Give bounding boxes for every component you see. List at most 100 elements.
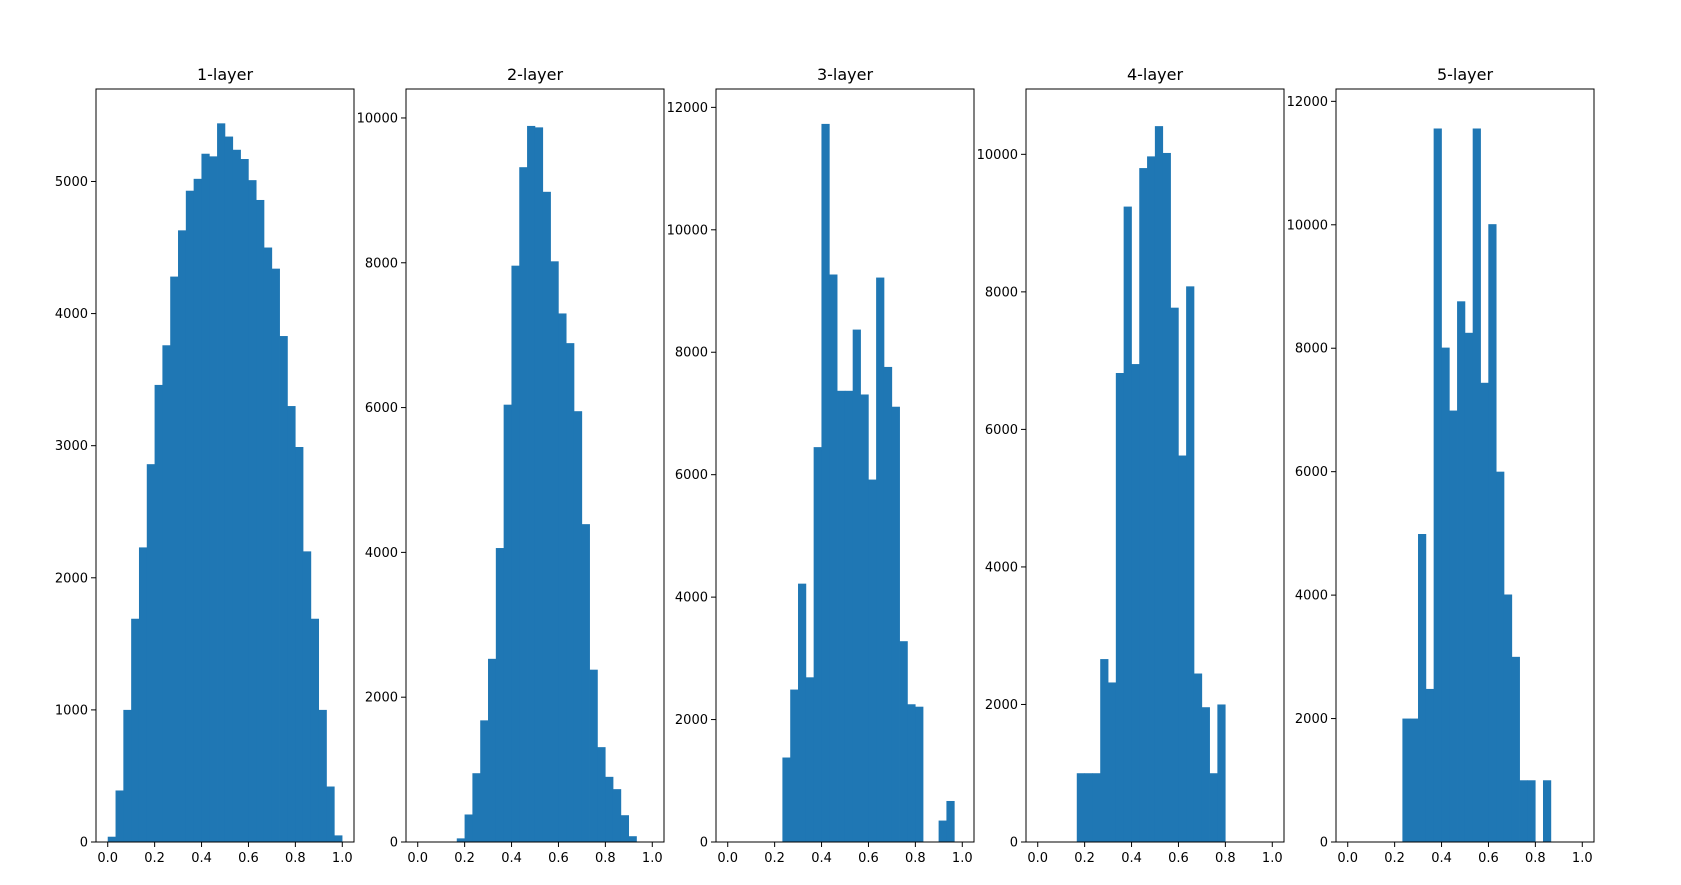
subplot-grid: 0.0 0.2 0.4 0.6 0.8 1.0 0 1000 2000 3000 4000 5000 1… <box>55 65 1595 866</box>
y-tick-label: 4000 <box>55 307 88 322</box>
histogram-bar <box>1162 152 1171 842</box>
axes-frame <box>715 88 975 843</box>
x-tick-label: 0.6 <box>1168 851 1189 866</box>
histogram-bar <box>1092 773 1101 842</box>
histogram-bar <box>1402 718 1411 842</box>
y-tick-label: 4000 <box>985 560 1018 575</box>
y-axis-ticks: 0 1000 2000 3000 4000 5000 <box>55 175 96 851</box>
histogram-bar <box>558 313 567 842</box>
histogram-bar <box>310 618 320 842</box>
histogram-bars <box>107 123 343 843</box>
histogram-bar <box>146 464 155 842</box>
histogram-bar <box>1147 156 1156 842</box>
x-axis-ticks: 0.0 0.2 0.4 0.6 0.8 1.0 <box>717 842 973 866</box>
x-tick-label: 0.0 <box>1337 851 1358 866</box>
y-tick-label: 8000 <box>1295 342 1328 357</box>
axes-frame <box>405 88 665 843</box>
histogram-bar <box>123 709 132 842</box>
axes-frame <box>1025 88 1285 843</box>
histogram-bar <box>1209 773 1218 842</box>
x-axis-ticks: 0.0 0.2 0.4 0.6 0.8 1.0 <box>97 842 353 866</box>
y-tick-label: 2000 <box>1295 712 1328 727</box>
y-tick-label: 10000 <box>667 223 708 238</box>
y-tick-label: 4000 <box>1295 589 1328 604</box>
x-tick-label: 0.6 <box>858 851 879 866</box>
histogram-bar <box>1480 382 1489 842</box>
subplot-5-layer: 0.0 0.2 0.4 0.6 0.8 1.0 0 2000 4000 6000 8000 10000… <box>1287 65 1595 866</box>
histogram-bar <box>1457 301 1466 842</box>
y-axis-ticks: 0 2000 4000 6000 8000 10000 <box>357 111 406 851</box>
histogram-bar <box>876 277 885 842</box>
x-tick-label: 0.4 <box>1121 851 1142 866</box>
y-tick-label: 6000 <box>1295 465 1328 480</box>
y-tick-label: 0 <box>1010 836 1018 851</box>
y-tick-label: 0 <box>1320 836 1328 851</box>
histogram-bar <box>232 149 241 842</box>
histogram-bar <box>566 343 575 842</box>
y-axis-ticks: 0 2000 4000 6000 8000 10000 <box>977 148 1026 851</box>
histogram-bar <box>248 180 257 842</box>
x-axis-ticks: 0.0 0.2 0.4 0.6 0.8 1.0 <box>1337 842 1593 866</box>
y-tick-label: 0 <box>80 836 88 851</box>
histogram-bar <box>605 776 614 842</box>
histogram-bar <box>1464 332 1474 842</box>
histogram-bar <box>581 524 590 842</box>
histogram-bar <box>628 836 637 842</box>
histogram-bar <box>131 618 140 842</box>
histogram-bar <box>1139 168 1148 842</box>
histogram-bar <box>1100 659 1109 842</box>
x-axis-ticks: 0.0 0.2 0.4 0.6 0.8 1.0 <box>407 842 663 866</box>
histogram-bars <box>1402 128 1552 843</box>
histogram-bar <box>1201 707 1210 842</box>
x-tick-label: 1.0 <box>1262 851 1283 866</box>
histogram-bar <box>1433 128 1442 842</box>
histogram-bar <box>302 551 312 842</box>
x-tick-label: 0.4 <box>1431 851 1452 866</box>
histogram-bar <box>464 814 473 842</box>
histogram-bar <box>915 706 924 842</box>
y-tick-label: 6000 <box>365 401 398 416</box>
histogram-bar <box>573 411 583 842</box>
y-tick-label: 10000 <box>357 111 398 126</box>
y-tick-label: 4000 <box>675 591 708 606</box>
histogram-bar <box>488 658 497 842</box>
x-tick-label: 1.0 <box>952 851 973 866</box>
histogram-bar <box>295 447 304 842</box>
histogram-bar <box>1519 780 1528 842</box>
y-tick-label: 12000 <box>667 101 708 116</box>
x-tick-label: 0.8 <box>1215 851 1236 866</box>
y-axis-ticks: 0 2000 4000 6000 8000 10000 12000 <box>667 101 716 851</box>
x-tick-label: 0.8 <box>595 851 616 866</box>
histogram-bar <box>1511 656 1520 842</box>
x-tick-label: 1.0 <box>332 851 353 866</box>
subplot-4-layer: 0.0 0.2 0.4 0.6 0.8 1.0 0 2000 4000 6000 8000 10000… <box>977 65 1285 866</box>
histogram-bar <box>1542 780 1552 842</box>
histogram-bar <box>782 757 791 842</box>
histogram-bar <box>511 265 520 842</box>
histogram-bar <box>472 773 481 842</box>
histogram-bar <box>1170 307 1179 842</box>
y-tick-label: 10000 <box>977 148 1018 163</box>
histogram-bar <box>1123 206 1132 843</box>
y-tick-label: 8000 <box>675 346 708 361</box>
x-tick-label: 0.4 <box>501 851 522 866</box>
histogram-bar <box>107 836 116 842</box>
histogram-bar <box>256 199 265 843</box>
histogram-bar <box>612 789 622 842</box>
axes-frame <box>1335 88 1595 843</box>
x-axis-ticks: 0.0 0.2 0.4 0.6 0.8 1.0 <box>1027 842 1283 866</box>
subplot-title: 3-layer <box>817 65 874 84</box>
histogram-bar <box>907 704 916 842</box>
histogram-bar <box>798 583 807 842</box>
y-tick-label: 12000 <box>1287 95 1328 110</box>
x-tick-label: 1.0 <box>642 851 663 866</box>
histogram-bar <box>1418 534 1427 842</box>
histogram-bar <box>495 548 505 842</box>
histogram-bar <box>263 247 273 842</box>
histogram-bar <box>287 406 296 842</box>
subplot-title: 1-layer <box>197 65 254 84</box>
histogram-bar <box>1108 682 1117 842</box>
y-tick-label: 8000 <box>985 285 1018 300</box>
y-tick-label: 0 <box>390 836 398 851</box>
histogram-bar <box>178 230 187 843</box>
